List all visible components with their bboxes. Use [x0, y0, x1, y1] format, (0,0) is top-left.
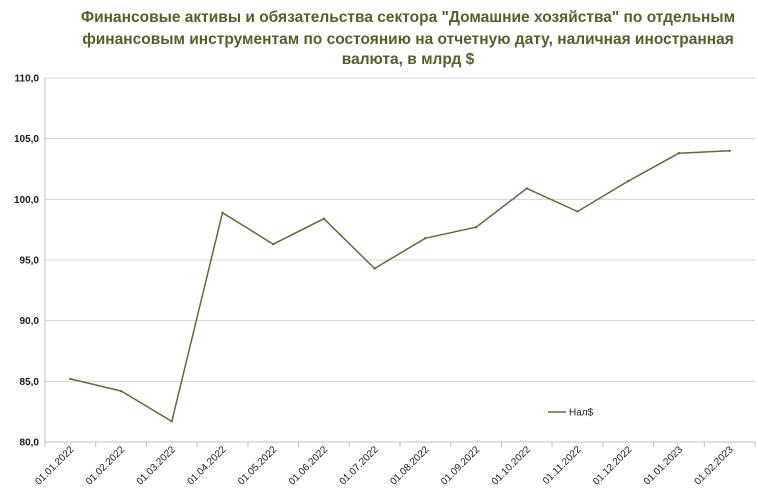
x-tick-label: 01.10.2022 — [490, 444, 533, 487]
x-tick-label: 01.09.2022 — [439, 444, 482, 487]
data-point — [170, 420, 173, 423]
data-point — [424, 236, 427, 240]
data-point — [525, 187, 528, 190]
x-tick-label: 01.11.2022 — [541, 444, 584, 487]
x-tick-label: 01.05.2022 — [236, 444, 279, 487]
data-point — [373, 267, 376, 270]
data-point — [272, 243, 275, 246]
x-tick-label: 01.04.2022 — [185, 444, 228, 487]
chart-title-line-3: валюта, в млрд $ — [342, 51, 475, 68]
chart-title-line-2: финансовым инструментам по состоянию на … — [82, 31, 734, 48]
data-point — [627, 179, 630, 183]
y-tick-label: 80,0 — [20, 438, 40, 449]
x-tick-label: 01.08.2022 — [388, 444, 431, 487]
data-point — [119, 389, 123, 393]
data-point — [576, 210, 579, 213]
x-tick-label: 01.03.2022 — [135, 444, 178, 487]
x-tick-label: 01.02.2023 — [693, 444, 736, 487]
y-tick-label: 105,0 — [14, 134, 39, 145]
x-tick-label: 01.06.2022 — [287, 444, 330, 487]
x-tick-label: 01.01.2023 — [642, 444, 685, 487]
plot-area: 80,0 85,0 90,0 95,0 100,0 105,0 110,0 01.01.202… — [14, 74, 756, 488]
series-line — [70, 150, 730, 423]
y-tick-label: 110,0 — [15, 74, 40, 85]
y-tick-label: 100,0 — [14, 195, 39, 206]
x-tick-label: 01.12.2022 — [591, 444, 634, 487]
chart-title-line-1: Финансовые активы и обязательства сектор… — [81, 9, 735, 26]
data-point — [728, 149, 731, 152]
y-tick-label: 90,0 — [20, 316, 40, 327]
chart-title: Финансовые активы и обязательства сектор… — [81, 9, 735, 68]
y-tick-label: 85,0 — [20, 377, 40, 388]
data-point — [221, 211, 224, 214]
x-tick-label: 01.02.2022 — [84, 444, 127, 487]
x-tick-label: 01.07.2022 — [338, 444, 381, 487]
data-point — [69, 377, 72, 381]
legend-label: Нал$ — [569, 408, 594, 419]
data-point — [474, 226, 478, 229]
data-point — [677, 152, 681, 155]
y-tick-label: 95,0 — [20, 256, 40, 267]
x-tick-label: 01.01.2022 — [33, 444, 76, 487]
data-point — [322, 217, 326, 220]
